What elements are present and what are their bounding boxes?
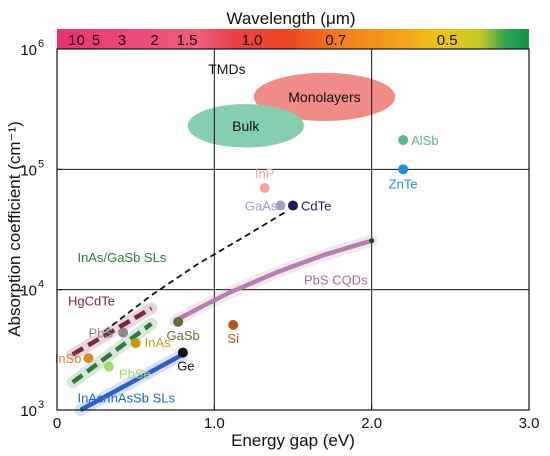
insb-point <box>83 353 94 364</box>
plot-grid <box>57 49 529 410</box>
pbse-point <box>103 361 114 372</box>
wavelength-color-bar <box>57 29 529 49</box>
x-tick-label: 0 <box>53 415 61 432</box>
y-tick-label: 10 <box>20 283 37 300</box>
x-tick-label: 1.0 <box>204 415 225 432</box>
wavelength-tick-labels: 10 5 3 2 1.5 1.0 0.7 0.5 <box>68 32 457 49</box>
monolayers-label: Monolayers <box>288 89 360 105</box>
tmd-regions: TMDs Monolayers Bulk <box>187 61 396 148</box>
inas-gasb-sls-series-label: InAs/GaSb SLs <box>77 250 166 265</box>
wavelength-tick-label: 2 <box>150 32 158 49</box>
inp-point <box>259 182 270 193</box>
inas-label: InAs <box>145 335 172 350</box>
y-tick-exponent: 3 <box>38 399 44 411</box>
wavelength-tick-label: 3 <box>118 32 126 49</box>
ge-point <box>177 347 188 358</box>
y-tick-label: 10 <box>20 162 37 179</box>
trend-lines <box>66 211 378 416</box>
cdte-point <box>288 200 298 211</box>
wavelength-tick-label: 5 <box>92 32 100 49</box>
bulk-label: Bulk <box>232 118 260 134</box>
si-label: Si <box>227 331 239 346</box>
inas-inassb-sls-line <box>79 352 184 412</box>
y-tick-label: 10 <box>20 42 37 59</box>
inas-inassb-sls-series-label: InAs/InAsSb SLs <box>77 391 175 406</box>
ge-label: Ge <box>177 359 194 374</box>
pbse-label: PbSe <box>119 366 151 381</box>
y-tick-exponent: 5 <box>38 158 44 170</box>
x-tick-label: 2.0 <box>361 415 382 432</box>
wavelength-tick-label: 1.5 <box>177 32 198 49</box>
gasb-label: GaSb <box>167 328 200 343</box>
plot-frame <box>56 48 530 411</box>
x-tick-label: 3.0 <box>519 415 540 432</box>
znte-label: ZnTe <box>389 176 418 191</box>
inas-gasb-sls-line <box>71 321 153 385</box>
znte-point <box>398 164 409 175</box>
alsb-point <box>398 135 409 146</box>
y-tick-label: 10 <box>20 403 37 420</box>
monolayers-region <box>253 72 396 121</box>
y-tick-exponent: 4 <box>38 279 44 291</box>
hgcdte-series-label: HgCdTe <box>68 293 115 308</box>
cdte-label: CdTe <box>301 199 331 214</box>
alsb-label: AlSb <box>411 133 438 148</box>
wavelength-axis-title: Wavelength (μm) <box>226 9 355 28</box>
inas-point <box>130 338 141 349</box>
insb-label: InSb <box>55 351 82 366</box>
wavelength-tick-label: 1.0 <box>242 32 263 49</box>
series-labels: InAs/GaSb SLs HgCdTe PbS CQDs InAs/InAsSb S… <box>68 250 368 406</box>
x-tick-labels: 0 1.0 2.0 3.0 <box>53 405 540 432</box>
y-axis-label: Absorption coefficient (cm⁻¹) <box>5 121 24 337</box>
pbs-cqds-line <box>173 238 373 323</box>
wavelength-tick-label: 0.7 <box>325 32 346 49</box>
gasb-point <box>173 316 184 327</box>
hgcdte-line <box>71 306 153 357</box>
gaas-point <box>275 200 286 211</box>
gaas-label: GaAs <box>245 199 278 214</box>
pbs-cqds-endpoint <box>369 238 375 244</box>
y-tick-exponent: 6 <box>38 38 44 50</box>
pbs-label: PbS <box>89 326 114 341</box>
material-points: AlSb ZnTe InP GaAs CdTe GaSb Si Ge InAs PbS InSb Pb… <box>55 133 439 381</box>
x-axis-label: Energy gap (eV) <box>231 431 355 450</box>
tmds-label: TMDs <box>208 61 245 77</box>
pbs-point <box>118 327 129 338</box>
wavelength-tick-label: 10 <box>68 32 85 49</box>
si-point <box>228 319 239 330</box>
inp-label: InP <box>255 166 275 181</box>
pbs-cqds-series-label: PbS CQDs <box>304 273 368 288</box>
bulk-region <box>187 104 305 148</box>
wavelength-tick-label: 0.5 <box>437 32 458 49</box>
